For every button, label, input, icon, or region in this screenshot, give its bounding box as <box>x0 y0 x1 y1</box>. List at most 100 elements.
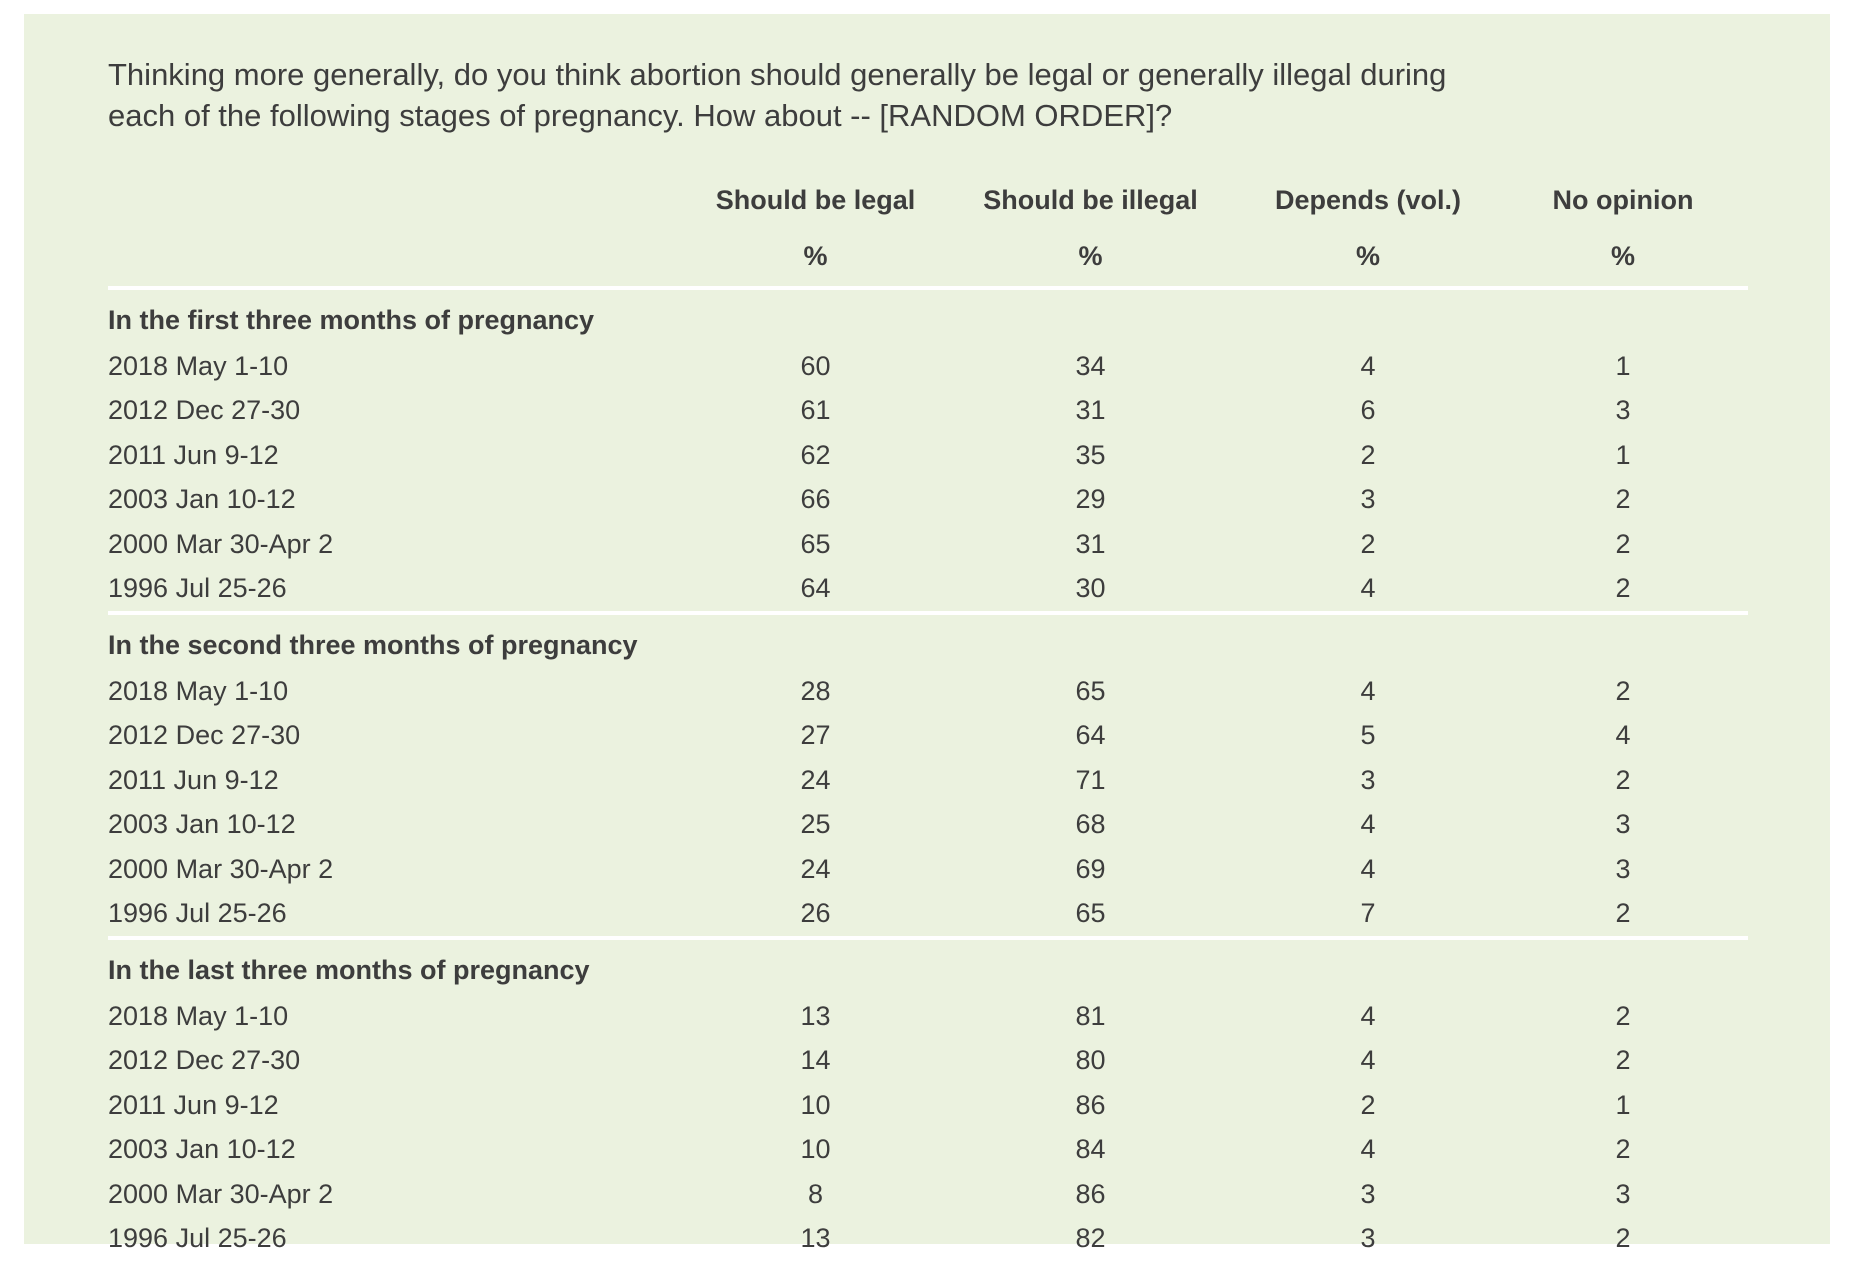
cell-legal: 64 <box>688 567 943 614</box>
column-header-no-opinion: No opinion <box>1498 170 1748 230</box>
cell-illegal: 71 <box>943 758 1238 803</box>
cell-illegal: 80 <box>943 1039 1238 1084</box>
cell-depends: 6 <box>1238 389 1498 434</box>
row-date: 2018 May 1-10 <box>108 994 688 1039</box>
cell-depends: 4 <box>1238 994 1498 1039</box>
row-date: 2003 Jan 10-12 <box>108 478 688 523</box>
cell-depends: 3 <box>1238 1172 1498 1217</box>
cell-legal: 66 <box>688 478 943 523</box>
row-date: 2011 Jun 9-12 <box>108 433 688 478</box>
results-panel: Thinking more generally, do you think ab… <box>24 14 1830 1244</box>
cell-illegal: 30 <box>943 567 1238 614</box>
row-date: 1996 Jul 25-26 <box>108 1217 688 1261</box>
cell-illegal: 29 <box>943 478 1238 523</box>
question-text: Thinking more generally, do you think ab… <box>108 54 1508 136</box>
row-date: 2018 May 1-10 <box>108 669 688 714</box>
cell-no-opinion: 4 <box>1498 714 1748 759</box>
row-date: 2003 Jan 10-12 <box>108 803 688 848</box>
cell-illegal: 35 <box>943 433 1238 478</box>
section-title: In the second three months of pregnancy <box>108 613 1748 669</box>
cell-legal: 10 <box>688 1083 943 1128</box>
cell-depends: 4 <box>1238 344 1498 389</box>
row-date: 2018 May 1-10 <box>108 344 688 389</box>
cell-illegal: 68 <box>943 803 1238 848</box>
unit-row: % % % % <box>108 230 1748 288</box>
cell-illegal: 31 <box>943 389 1238 434</box>
section-header-row: In the last three months of pregnancy <box>108 938 1748 994</box>
row-date: 2012 Dec 27-30 <box>108 1039 688 1084</box>
cell-no-opinion: 2 <box>1498 1128 1748 1173</box>
cell-depends: 4 <box>1238 1128 1498 1173</box>
cell-no-opinion: 3 <box>1498 847 1748 892</box>
row-date: 2000 Mar 30-Apr 2 <box>108 847 688 892</box>
column-header-illegal: Should be illegal <box>943 170 1238 230</box>
unit-depends: % <box>1238 230 1498 288</box>
cell-illegal: 81 <box>943 994 1238 1039</box>
cell-legal: 65 <box>688 522 943 567</box>
cell-depends: 4 <box>1238 1039 1498 1084</box>
cell-legal: 28 <box>688 669 943 714</box>
cell-depends: 4 <box>1238 567 1498 614</box>
row-date: 2012 Dec 27-30 <box>108 714 688 759</box>
row-date: 2011 Jun 9-12 <box>108 1083 688 1128</box>
cell-legal: 13 <box>688 1217 943 1261</box>
cell-no-opinion: 3 <box>1498 803 1748 848</box>
row-date: 2012 Dec 27-30 <box>108 389 688 434</box>
row-date: 2000 Mar 30-Apr 2 <box>108 1172 688 1217</box>
cell-illegal: 86 <box>943 1172 1238 1217</box>
cell-depends: 4 <box>1238 847 1498 892</box>
cell-illegal: 64 <box>943 714 1238 759</box>
cell-no-opinion: 1 <box>1498 344 1748 389</box>
row-date: 1996 Jul 25-26 <box>108 892 688 939</box>
column-header-depends: Depends (vol.) <box>1238 170 1498 230</box>
cell-no-opinion: 3 <box>1498 389 1748 434</box>
unit-illegal: % <box>943 230 1238 288</box>
cell-depends: 2 <box>1238 433 1498 478</box>
cell-illegal: 82 <box>943 1217 1238 1261</box>
cell-illegal: 65 <box>943 669 1238 714</box>
section-header-row: In the first three months of pregnancy <box>108 288 1748 344</box>
cell-depends: 7 <box>1238 892 1498 939</box>
cell-no-opinion: 3 <box>1498 1172 1748 1217</box>
cell-depends: 4 <box>1238 803 1498 848</box>
unit-legal: % <box>688 230 943 288</box>
cell-legal: 62 <box>688 433 943 478</box>
cell-no-opinion: 2 <box>1498 994 1748 1039</box>
cell-no-opinion: 2 <box>1498 758 1748 803</box>
column-header-legal: Should be legal <box>688 170 943 230</box>
row-date: 2000 Mar 30-Apr 2 <box>108 522 688 567</box>
cell-illegal: 84 <box>943 1128 1238 1173</box>
section-header-row: In the second three months of pregnancy <box>108 613 1748 669</box>
cell-illegal: 65 <box>943 892 1238 939</box>
cell-legal: 25 <box>688 803 943 848</box>
section-title: In the last three months of pregnancy <box>108 938 1748 994</box>
cell-legal: 60 <box>688 344 943 389</box>
cell-depends: 2 <box>1238 1083 1498 1128</box>
cell-illegal: 86 <box>943 1083 1238 1128</box>
cell-depends: 3 <box>1238 758 1498 803</box>
cell-no-opinion: 2 <box>1498 669 1748 714</box>
section-title: In the first three months of pregnancy <box>108 288 1748 344</box>
cell-legal: 8 <box>688 1172 943 1217</box>
column-header-row: Should be legal Should be illegal Depend… <box>108 170 1748 230</box>
cell-no-opinion: 1 <box>1498 1083 1748 1128</box>
cell-illegal: 31 <box>943 522 1238 567</box>
cell-no-opinion: 2 <box>1498 478 1748 523</box>
cell-legal: 13 <box>688 994 943 1039</box>
cell-legal: 10 <box>688 1128 943 1173</box>
